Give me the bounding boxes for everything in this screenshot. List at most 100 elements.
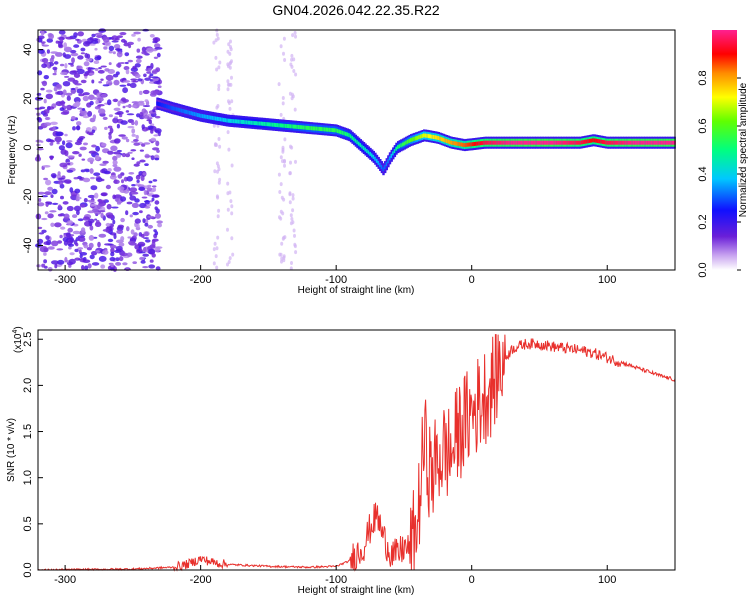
ridge-core [372,154,375,159]
noise-speck [215,265,219,270]
noise-speck [216,235,220,240]
spectrogram-background [38,30,675,270]
noise-speck [293,107,297,112]
noise-speck [59,63,65,67]
ridge-core [288,124,291,129]
noise-speck [218,144,222,149]
noise-speck [113,107,121,112]
noise-speck [41,58,49,63]
noise-speck [136,161,141,165]
noise-speck [129,187,138,193]
y-tick-label: -40 [22,238,34,254]
ridge-core [528,140,532,145]
ridge-core [481,141,484,145]
noise-speckle-layer [34,28,298,272]
noise-speck [226,262,229,267]
noise-speck [112,73,119,78]
noise-speck [80,169,86,173]
ridge-core [380,165,384,170]
noise-speck [145,239,151,243]
noise-speck [109,257,116,262]
ridge-core [411,137,414,142]
ridge-core [356,140,359,145]
ridge-core [439,136,442,141]
ridge-core [541,140,545,145]
noise-speck [217,87,221,92]
ridge-core [164,103,167,108]
noise-speck [279,112,283,117]
ridge-core [598,139,601,144]
ridge-core [359,143,362,148]
noise-speck [280,195,284,200]
ridge-core [333,128,336,133]
noise-speck [76,88,84,94]
noise-speck [282,51,285,56]
noise-speck [107,214,114,219]
ridge-core [244,120,247,125]
ridge-core [263,121,266,126]
ridge-core [572,140,575,145]
noise-speck [230,236,234,241]
noise-speck [133,163,140,167]
noise-speck [230,211,234,216]
noise-speck [125,210,129,216]
noise-speck [79,146,87,151]
colorbar: 0.0 0.2 0.4 0.6 0.8 Normalized spectral ampl… [697,30,749,278]
noise-speck [132,80,139,83]
noise-speck [144,163,149,167]
noise-speck [125,69,130,75]
noise-speck [118,242,125,247]
noise-speck [111,40,119,43]
ridge-core [208,115,211,120]
colorbar-tick-label: 0.2 [697,214,709,229]
noise-speck [88,242,94,249]
noise-speck [75,101,81,107]
noise-speck [151,197,155,202]
ridge-core [234,119,237,124]
noise-speck [146,187,153,192]
noise-speck [217,83,221,88]
noise-speck [90,176,95,180]
noise-speck [62,81,71,87]
noise-speck [56,141,60,145]
ridge-core [496,140,499,145]
noise-speck [90,204,96,207]
noise-speck [289,160,292,165]
noise-speck [103,46,108,50]
ridge-core [479,141,483,146]
noise-speck [41,263,46,268]
noise-speck [125,105,132,108]
ridge-core [344,131,348,136]
noise-speck [46,239,52,246]
noise-speck [144,99,149,103]
noise-speck [102,116,108,120]
ridge-core [587,139,590,144]
ridge-core [434,135,437,140]
ridge-core [273,122,276,127]
ridge-core [185,109,188,114]
ridge-core [606,140,610,145]
noise-speck [214,55,218,60]
ridge-core [551,140,554,145]
ridge-core [258,121,262,126]
noise-speck [277,172,281,177]
snr-y-label: SNR (10 * v/v) [6,418,17,482]
noise-speck [153,229,157,233]
ridge-core [312,126,315,131]
noise-speck [37,191,45,195]
ridge-core [276,123,279,128]
noise-speck [289,221,293,226]
snr-y-ticks: 0.0 0.5 1.0 1.5 2.0 2.5 [22,332,43,578]
noise-speck [98,67,102,70]
noise-speck [70,52,79,57]
ridge-core [444,138,447,143]
noise-speck [94,105,101,110]
noise-speck [50,194,54,199]
ridge-core [595,138,598,143]
noise-speck [82,259,91,264]
noise-speck [149,259,154,263]
ridge-core [327,127,330,132]
y-tick-label: 40 [22,43,34,55]
noise-speck [230,163,234,168]
ridge-core [554,140,558,145]
